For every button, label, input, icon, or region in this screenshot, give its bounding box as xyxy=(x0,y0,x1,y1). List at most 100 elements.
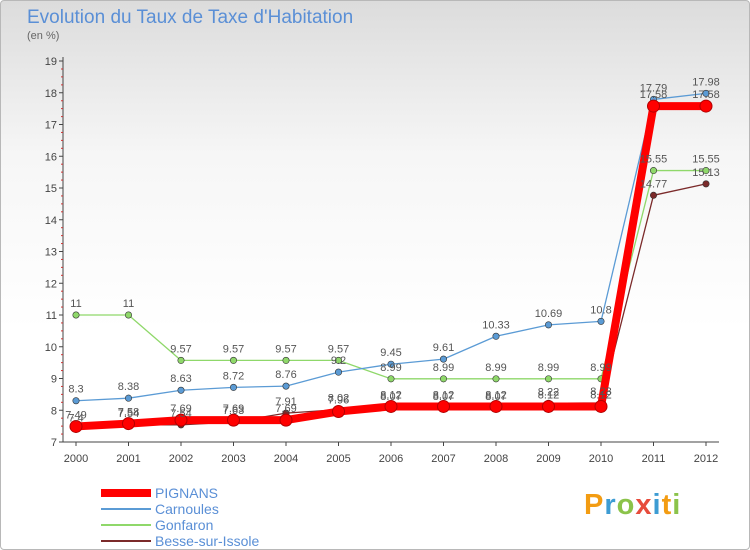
y-tick-label: 9 xyxy=(51,374,57,386)
data-label: 7.63 xyxy=(223,405,244,417)
data-label: 9.2 xyxy=(331,355,346,367)
y-tick-label: 17 xyxy=(45,120,57,132)
logo-letter: i xyxy=(652,489,662,521)
data-point xyxy=(437,399,450,413)
logo-letter: x xyxy=(635,489,653,521)
data-point xyxy=(387,360,395,368)
data-label: 8.12 xyxy=(538,389,559,401)
legend-label: Gonfaron xyxy=(155,517,214,533)
data-point xyxy=(230,356,238,364)
data-label: 7.54 xyxy=(118,408,139,420)
x-tick-label: 2010 xyxy=(589,453,613,465)
x-tick-label: 2008 xyxy=(484,453,508,465)
data-point xyxy=(647,99,660,113)
data-point xyxy=(544,375,552,383)
legend-swatch xyxy=(101,489,151,497)
data-point xyxy=(699,99,713,113)
data-label: 11 xyxy=(123,298,134,310)
data-label: 7.69 xyxy=(275,403,296,415)
data-point xyxy=(72,311,80,319)
x-tick-label: 2011 xyxy=(642,453,666,465)
data-label: 8.12 xyxy=(485,389,506,401)
data-label: 14.77 xyxy=(640,178,668,190)
y-tick-label: 14 xyxy=(45,215,57,227)
data-point xyxy=(282,382,290,390)
data-label: 7.58 xyxy=(118,407,139,419)
y-tick-label: 19 xyxy=(45,56,57,68)
x-tick-label: 2000 xyxy=(64,453,88,465)
data-point xyxy=(544,321,552,329)
data-label: 7.91 xyxy=(275,396,296,408)
data-label: 8.99 xyxy=(485,362,506,374)
data-label: 8.22 xyxy=(538,386,559,398)
data-label: 7.96 xyxy=(328,395,349,407)
data-label: 8.38 xyxy=(118,381,139,393)
data-point xyxy=(122,417,135,431)
data-point xyxy=(542,399,555,413)
data-label: 7.54 xyxy=(170,408,191,420)
data-point xyxy=(332,405,345,419)
data-point xyxy=(334,368,342,376)
data-point xyxy=(492,332,500,340)
y-tick-label: 7 xyxy=(51,437,57,449)
data-point xyxy=(227,413,240,427)
data-label: 17.79 xyxy=(640,82,668,94)
data-label: 8.3 xyxy=(68,384,83,396)
y-tick-label: 8 xyxy=(51,405,57,417)
data-label: 10.8 xyxy=(590,304,611,316)
data-label: 9.57 xyxy=(170,343,191,355)
data-point xyxy=(125,311,133,319)
data-label: 11 xyxy=(70,298,81,310)
y-tick-label: 15 xyxy=(45,183,57,195)
data-label: 8.99 xyxy=(380,362,401,374)
legend-swatch xyxy=(101,524,151,526)
data-label: 8.23 xyxy=(590,386,611,398)
x-tick-label: 2009 xyxy=(536,453,560,465)
data-label: 15.55 xyxy=(692,154,720,166)
x-tick-label: 2003 xyxy=(221,453,245,465)
data-label: 9.57 xyxy=(328,343,349,355)
x-tick-label: 2007 xyxy=(431,453,455,465)
data-label: 8.07 xyxy=(380,391,401,403)
data-point xyxy=(125,394,133,402)
data-label: 10.69 xyxy=(535,308,563,320)
data-label: 8.02 xyxy=(328,393,349,405)
y-tick-label: 13 xyxy=(45,247,57,259)
data-label: 8.63 xyxy=(170,373,191,385)
data-label: 9.61 xyxy=(433,342,454,354)
data-point xyxy=(439,375,447,383)
data-label: 8.99 xyxy=(538,362,559,374)
data-label: 9.57 xyxy=(275,343,296,355)
data-label: 8.12 xyxy=(433,389,454,401)
data-label: 17.58 xyxy=(692,89,720,101)
legend-swatch xyxy=(101,540,151,542)
data-point xyxy=(69,419,83,433)
data-point xyxy=(649,167,657,175)
x-tick-label: 2002 xyxy=(169,453,193,465)
data-label: 17.58 xyxy=(640,89,668,101)
data-point xyxy=(702,89,710,97)
data-label: 8.76 xyxy=(275,369,296,381)
data-point xyxy=(72,397,80,405)
data-point xyxy=(177,386,185,394)
data-label: 7.69 xyxy=(170,403,191,415)
data-label: 8.99 xyxy=(590,362,611,374)
y-tick-label: 12 xyxy=(45,278,57,290)
data-point xyxy=(174,413,188,427)
data-point xyxy=(649,191,657,199)
data-label: 8.99 xyxy=(433,362,454,374)
x-tick-label: 2004 xyxy=(274,453,298,465)
data-label: 8.72 xyxy=(223,370,244,382)
data-label: 8.12 xyxy=(380,389,401,401)
data-point xyxy=(702,180,710,188)
data-label: 7.49 xyxy=(65,409,86,421)
logo-letter: o xyxy=(616,489,636,521)
legend-label: Carnoules xyxy=(155,501,219,517)
logo-letter: P xyxy=(584,489,605,521)
data-label: 9.57 xyxy=(223,343,244,355)
data-label: 17.98 xyxy=(692,76,720,88)
data-label: 8.07 xyxy=(433,391,454,403)
legend-label: Besse-sur-Issole xyxy=(155,533,260,549)
